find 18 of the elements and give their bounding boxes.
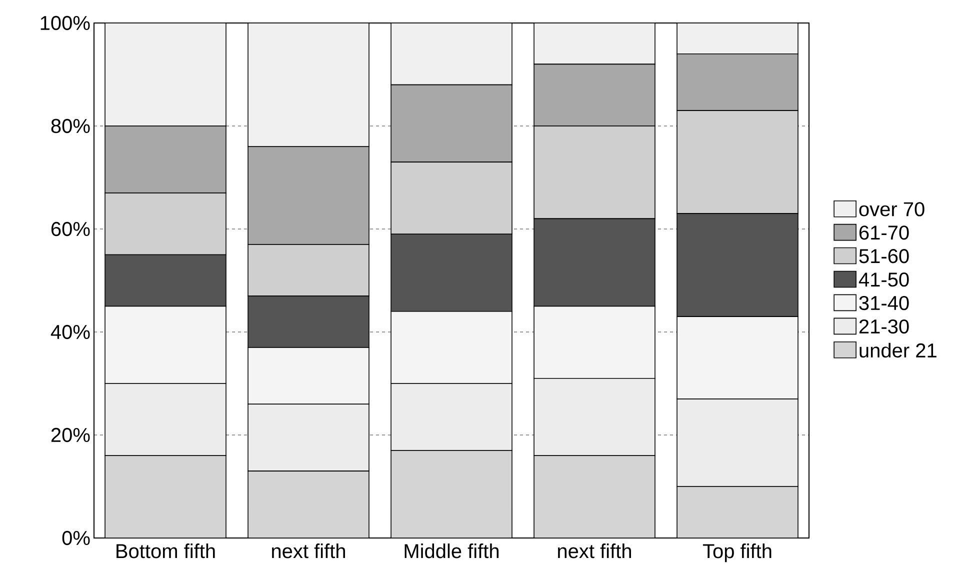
y-tick-label: 100% xyxy=(40,16,90,30)
x-tick-label: next fifth xyxy=(272,544,345,558)
x-tick-label: Top fifth xyxy=(702,544,772,562)
y-tick-label: 60% xyxy=(51,222,90,236)
y-tick-label: 80% xyxy=(51,118,90,134)
y-tick-label: 20% xyxy=(51,428,90,442)
x-tick-label: Middle fifth xyxy=(404,544,499,558)
legend-label: over 70 xyxy=(859,202,924,216)
y-tick-label: 40% xyxy=(50,324,90,340)
x-tick-label: Bottom fifth xyxy=(116,544,215,558)
legend-label: 51-60 xyxy=(859,249,909,264)
legend-label: 21-30 xyxy=(859,319,909,334)
legend-label: 61-70 xyxy=(859,226,909,240)
y-tick-label: 0% xyxy=(62,530,90,546)
x-tick-label: next fifth xyxy=(558,544,631,558)
legend-label: 41-50 xyxy=(858,272,909,287)
legend-label: under 21 xyxy=(860,342,936,358)
legend-label: 31-40 xyxy=(859,296,909,310)
